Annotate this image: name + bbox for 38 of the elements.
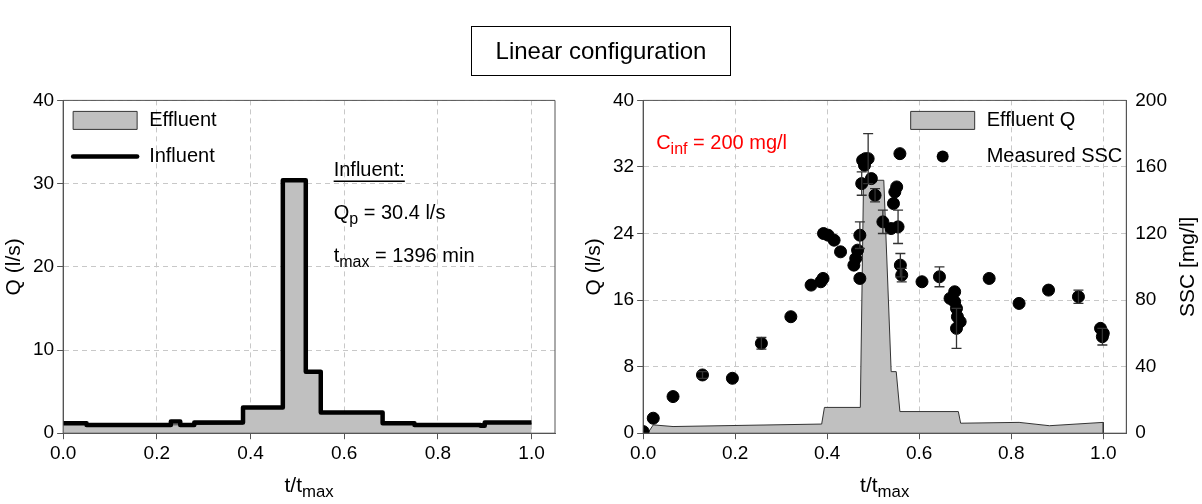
x-tick-label: 0.4 [813, 441, 841, 463]
x-tick-label: 0.6 [906, 441, 933, 463]
y-axis-title: Q (l/s) [580, 238, 604, 296]
x-tick-label: 1.0 [1090, 441, 1117, 463]
y-tick-label: 32 [612, 155, 635, 177]
y-tick-label: 20 [32, 255, 55, 277]
x-tick-label: 0.0 [629, 441, 657, 463]
x-tick-label: 1.0 [518, 441, 545, 463]
legend-label: Effluent Q [986, 107, 1076, 130]
y-tick-label: 8 [623, 354, 635, 376]
y-axis-title: Q (l/s) [0, 238, 24, 296]
y-tick-label: 0 [623, 421, 635, 443]
x-tick-label: 0.6 [330, 441, 358, 463]
y2-tick-label: 160 [1135, 155, 1167, 177]
y2-tick-label: 40 [1135, 354, 1157, 376]
y-tick-label: 16 [612, 288, 635, 310]
y-tick-label: 40 [612, 88, 635, 110]
legend-label: Effluent [149, 107, 218, 130]
x-tick-label: 0.8 [998, 441, 1025, 463]
y-tick-label: 40 [32, 88, 55, 110]
y-tick-label: 24 [612, 221, 635, 243]
x-tick-label: 0.4 [237, 441, 265, 463]
annotation: Influent: [333, 157, 405, 180]
x-tick-label: 0.8 [424, 441, 452, 463]
x-tick-label: 0.0 [49, 441, 77, 463]
legend-label: Influent [149, 143, 216, 166]
y2-tick-label: 0 [1135, 421, 1146, 443]
y-tick-label: 10 [32, 338, 55, 360]
y-tick-label: 30 [32, 171, 55, 193]
x-tick-label: 0.2 [721, 441, 749, 463]
legend-label: Measured SSC [986, 143, 1123, 166]
y-tick-label: 0 [43, 421, 55, 443]
x-tick-label: 0.2 [143, 441, 171, 463]
y2-tick-label: 120 [1135, 221, 1167, 243]
chart-title: Linear configuration [470, 26, 732, 76]
y2-tick-label: 80 [1135, 288, 1157, 310]
y2-tick-label: 200 [1135, 88, 1167, 110]
y2-axis-title: SSC [mg/l] [1174, 216, 1198, 317]
